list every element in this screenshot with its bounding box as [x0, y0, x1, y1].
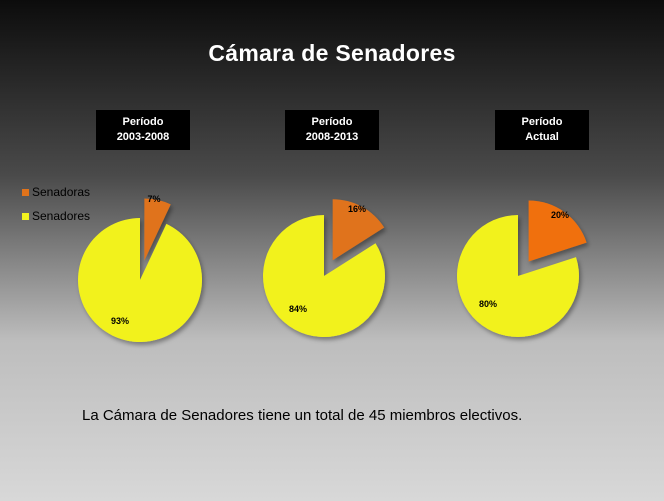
- pie-2-slice-senadores: [262, 215, 385, 337]
- pie-2-label-senadores: 84%: [289, 304, 307, 314]
- period-label-3-line2: Actual: [525, 131, 559, 143]
- pie-chart-2: [262, 199, 385, 337]
- pie-chart-1: [78, 198, 203, 342]
- legend-swatch-senadores: [22, 212, 29, 220]
- period-label-2-line1: Período: [311, 116, 353, 128]
- legend-label-senadoras: Senadoras: [32, 185, 91, 199]
- pie-3-slice-senadores: [456, 215, 579, 337]
- period-label-1: Período 2003-2008: [96, 110, 190, 150]
- footer-text: La Cámara de Senadores tiene un total de…: [82, 407, 523, 424]
- period-label-3: Período Actual: [495, 110, 589, 150]
- pie-1-slice-senadores: [78, 218, 203, 342]
- legend-swatch-senadoras: [22, 188, 29, 196]
- pie-2-slice-senadoras: [332, 199, 385, 261]
- period-label-2-line2: 2008-2013: [305, 131, 359, 143]
- pie-3-label-senadores: 80%: [479, 299, 497, 309]
- period-label-1-line1: Período: [122, 116, 164, 128]
- period-label-2: Período 2008-2013: [285, 110, 379, 150]
- pie-chart-3: [456, 200, 587, 337]
- pie-2-label-senadoras: 16%: [348, 204, 366, 214]
- pie-1-label-senadoras: 7%: [147, 194, 160, 204]
- pie-3-slice-senadoras: [528, 200, 587, 262]
- pie-1-slice-senadoras: [144, 198, 171, 261]
- period-label-1-line2: 2003-2008: [116, 131, 170, 143]
- legend-item-senadores: Senadores: [22, 204, 90, 228]
- pie-3-label-senadoras: 20%: [551, 210, 569, 220]
- legend-item-senadoras: Senadoras: [22, 180, 90, 204]
- chart-legend: Senadoras Senadores: [22, 180, 90, 228]
- pie-1-label-senadores: 93%: [111, 316, 129, 326]
- page-title: Cámara de Senadores: [208, 40, 456, 66]
- period-label-3-line1: Período: [521, 116, 563, 128]
- legend-label-senadores: Senadores: [32, 209, 91, 223]
